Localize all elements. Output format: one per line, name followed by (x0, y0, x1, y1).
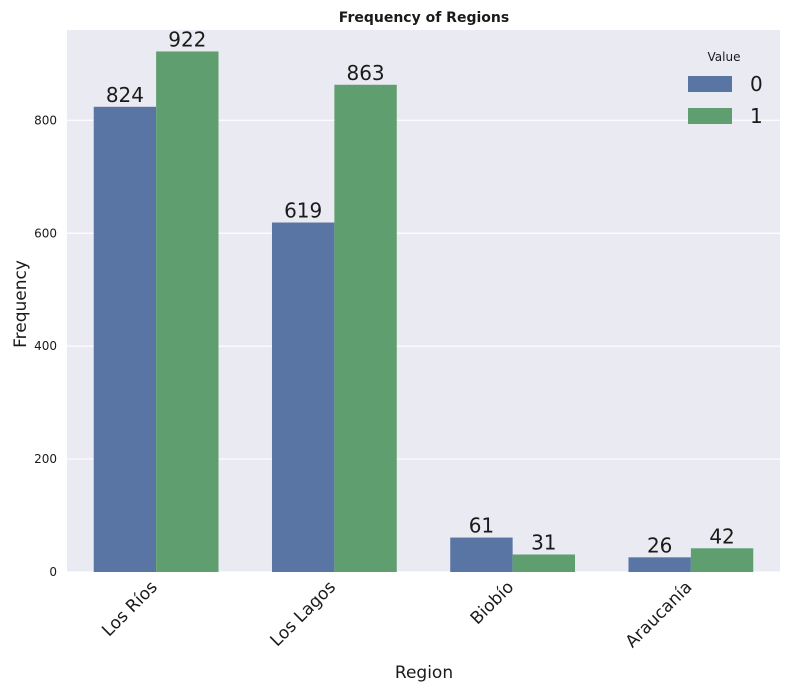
bar-0-0 (93, 106, 157, 573)
bar-0-3 (628, 557, 691, 572)
legend-label: 0 (750, 72, 763, 96)
legend-title: Value (708, 50, 741, 64)
bar-value-label: 31 (531, 530, 556, 554)
y-tick-label: 200 (34, 452, 57, 466)
bar-1-1 (334, 84, 397, 572)
x-axis-label: Region (395, 663, 453, 683)
bar-value-label: 42 (709, 524, 734, 548)
bar-1-2 (512, 554, 576, 572)
y-axis-label: Frequency (11, 260, 31, 348)
x-tick-label: Araucanía (622, 577, 697, 652)
legend-swatch (688, 76, 732, 92)
bar-value-label: 922 (168, 27, 206, 51)
bar-value-label: 863 (346, 61, 384, 85)
bars (93, 51, 754, 573)
x-axis-ticks: Los Ríos Los Lagos Biobío Araucanía (98, 577, 696, 652)
y-tick-label: 0 (49, 565, 57, 579)
bar-1-3 (690, 548, 754, 572)
x-tick-label: Biobío (467, 577, 518, 628)
legend-label: 1 (750, 104, 763, 128)
bar-value-label: 824 (106, 83, 144, 107)
y-tick-label: 600 (34, 226, 57, 240)
chart-title: Frequency of Regions (339, 10, 509, 26)
x-tick-label: Los Ríos (98, 577, 161, 640)
y-tick-label: 400 (34, 339, 57, 353)
bar-value-label: 26 (647, 533, 672, 557)
bar-value-label: 61 (469, 514, 494, 538)
bar-0-2 (450, 537, 513, 572)
bar-0-1 (271, 222, 335, 572)
y-tick-label: 800 (34, 113, 57, 127)
y-axis-ticks: 0 200 400 600 800 (34, 113, 57, 579)
x-tick-label: Los Lagos (267, 577, 340, 650)
bar-value-label: 619 (284, 199, 322, 223)
bar-labels: 824 922 619 863 61 31 26 42 (106, 27, 735, 557)
legend: Value 0 1 (688, 50, 763, 128)
legend-swatch (688, 108, 732, 124)
bar-1-0 (156, 51, 219, 573)
